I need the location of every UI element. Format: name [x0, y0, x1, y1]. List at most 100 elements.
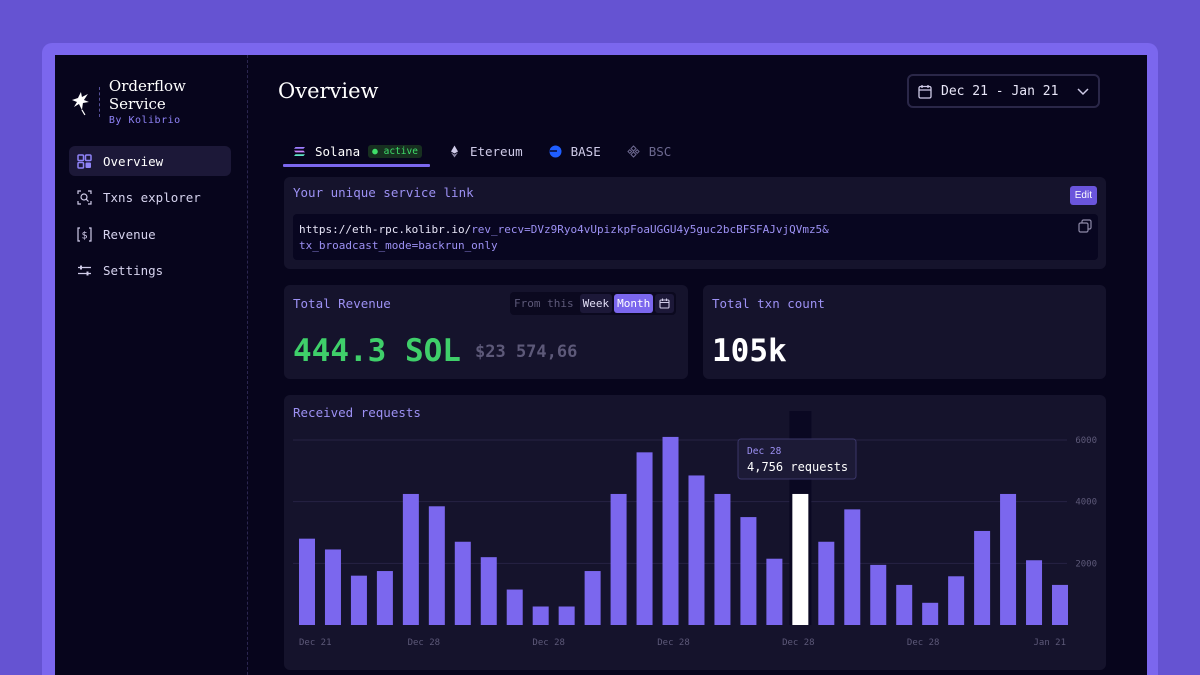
- chart-bar[interactable]: [350, 575, 367, 625]
- url-query-line1: rev_recv=DVz9Ryo4vUpizkpFoaUGGU4y5guc2bc…: [471, 223, 829, 236]
- chart-bar[interactable]: [766, 558, 783, 625]
- sidebar-item-revenue[interactable]: $ Revenue: [69, 219, 231, 249]
- total-revenue-card: Total Revenue From this Week Month 444.3…: [284, 285, 688, 379]
- status-badge-text: active: [383, 145, 418, 157]
- sidebar: Orderflow Service By Kolibrio Overview: [55, 55, 248, 675]
- chart-bar[interactable]: [532, 606, 549, 626]
- sidebar-item-label: Overview: [103, 153, 164, 169]
- page-title: Overview: [278, 79, 379, 103]
- base-icon: [549, 145, 562, 157]
- x-tick-label: Dec 28: [782, 638, 815, 648]
- x-tick-label: Dec 28: [907, 638, 940, 648]
- chart-bar[interactable]: [740, 517, 757, 625]
- service-link-url[interactable]: https://eth-rpc.kolibr.io/rev_recv=DVz9R…: [293, 214, 1098, 260]
- copy-icon[interactable]: [1078, 219, 1092, 233]
- month-toggle-button[interactable]: Month: [614, 294, 654, 313]
- tab-bsc[interactable]: BSC: [627, 135, 672, 167]
- week-toggle-button[interactable]: Week: [579, 294, 613, 313]
- sidebar-item-overview[interactable]: Overview: [69, 146, 231, 176]
- x-tick-label: Dec 28: [657, 638, 690, 648]
- chart-bar[interactable]: [844, 509, 861, 625]
- status-badge: ● active: [368, 144, 422, 158]
- ethereum-icon: [450, 145, 458, 157]
- chart-bar[interactable]: [870, 564, 887, 625]
- y-tick-label: 2000: [1075, 559, 1097, 569]
- settings-sliders-icon: [78, 265, 91, 276]
- chart-bar[interactable]: [922, 602, 939, 625]
- chart-bar[interactable]: [948, 576, 965, 625]
- chart-bar[interactable]: [1000, 493, 1017, 625]
- x-tick-label: Dec 21: [299, 638, 332, 648]
- chart-bar[interactable]: [974, 530, 991, 625]
- chart-bar[interactable]: [454, 541, 471, 625]
- chart-bar[interactable]: [636, 452, 653, 625]
- chart-bar[interactable]: [818, 541, 835, 625]
- sidebar-item-label: Txns explorer: [103, 190, 201, 205]
- service-link-label: Your unique service link: [293, 185, 474, 200]
- revenue-usd-value: $23 574,66: [475, 342, 578, 362]
- date-range-value: Dec 21 - Jan 21: [941, 83, 1059, 99]
- chart-bar[interactable]: [1026, 560, 1043, 625]
- period-toggle: From this Week Month: [510, 292, 677, 315]
- received-requests-chart: 2000 4000 6000 Dec 21 Dec 28 Dec 28 Dec 28 Dec …: [293, 411, 1097, 648]
- date-range-picker[interactable]: Dec 21 - Jan 21: [907, 74, 1100, 108]
- chart-bar[interactable]: [714, 493, 731, 625]
- tab-ethereum[interactable]: Etereum: [448, 135, 523, 167]
- custom-period-button[interactable]: [655, 294, 675, 313]
- solana-icon: [294, 146, 305, 156]
- edit-button[interactable]: Edit: [1069, 186, 1097, 205]
- chart-bar[interactable]: [324, 549, 341, 625]
- service-link-card: Your unique service link Edit https://et…: [284, 177, 1106, 269]
- chart-bar[interactable]: [896, 584, 913, 625]
- explorer-icon: [77, 190, 92, 205]
- calendar-icon: [918, 84, 932, 99]
- url-query-line2: tx_broadcast_mode=backrun_only: [299, 239, 498, 252]
- x-tick-label: Jan 21: [1033, 638, 1066, 648]
- chart-bar[interactable]: [610, 493, 627, 625]
- chart-bar[interactable]: [584, 571, 601, 625]
- tab-base[interactable]: BASE: [549, 135, 601, 167]
- tab-label: Solana: [315, 143, 361, 159]
- chart-title: Received requests: [293, 405, 421, 420]
- chart-bar[interactable]: [558, 606, 575, 626]
- chart-bar[interactable]: [480, 557, 497, 625]
- dollar-icon: $: [77, 226, 92, 242]
- sidebar-item-label: Revenue: [103, 226, 156, 242]
- url-base: https://eth-rpc.kolibr.io/: [299, 223, 472, 236]
- total-txn-count-card: Total txn count 105k: [703, 285, 1106, 379]
- x-tick-label: Dec 28: [532, 638, 565, 648]
- total-txn-count-label: Total txn count: [712, 296, 825, 311]
- chevron-down-icon: [1077, 88, 1089, 96]
- received-requests-card: Received requests 2000 4000 6000 Dec 21 Dec …: [284, 395, 1106, 670]
- app-title: Orderflow Service: [108, 77, 186, 113]
- sidebar-item-settings[interactable]: Settings: [69, 256, 231, 286]
- brand[interactable]: Orderflow Service By Kolibrio: [69, 77, 247, 126]
- tab-label: BSC: [648, 143, 672, 159]
- chart-bar[interactable]: [299, 538, 315, 625]
- sidebar-item-txns-explorer[interactable]: Txns explorer: [69, 183, 231, 213]
- sidebar-nav: Overview Txns explorer $ Revenue: [69, 146, 231, 292]
- tooltip-box: [737, 438, 857, 480]
- brand-divider: [98, 86, 100, 117]
- chart-bar[interactable]: [428, 506, 445, 625]
- chart-bar[interactable]: [688, 475, 705, 625]
- tab-label: Etereum: [469, 143, 523, 159]
- tab-solana[interactable]: Solana ● active: [283, 135, 430, 167]
- chain-tabs: Solana ● active Etereum BASE: [283, 135, 697, 167]
- main-content: Overview Dec 21 - Jan 21 Solana ● active: [248, 55, 1147, 675]
- tooltip-date: Dec 28: [747, 446, 782, 457]
- chart-bar[interactable]: [1052, 584, 1068, 625]
- y-tick-label: 4000: [1075, 498, 1097, 508]
- chart-bar[interactable]: [506, 589, 523, 625]
- chart-bar[interactable]: [402, 493, 419, 625]
- tooltip-value: 4,756 requests: [747, 460, 848, 474]
- chart-bar[interactable]: [376, 571, 393, 625]
- kolibrio-logo-icon: [71, 91, 89, 115]
- chart-bar[interactable]: [662, 436, 679, 625]
- x-tick-label: Dec 28: [408, 638, 441, 648]
- app-window: Orderflow Service By Kolibrio Overview: [55, 55, 1147, 675]
- chart-bar[interactable]: [792, 493, 809, 625]
- period-prefix: From this: [514, 297, 574, 310]
- overview-icon: [77, 153, 92, 169]
- tab-label: BASE: [570, 143, 601, 159]
